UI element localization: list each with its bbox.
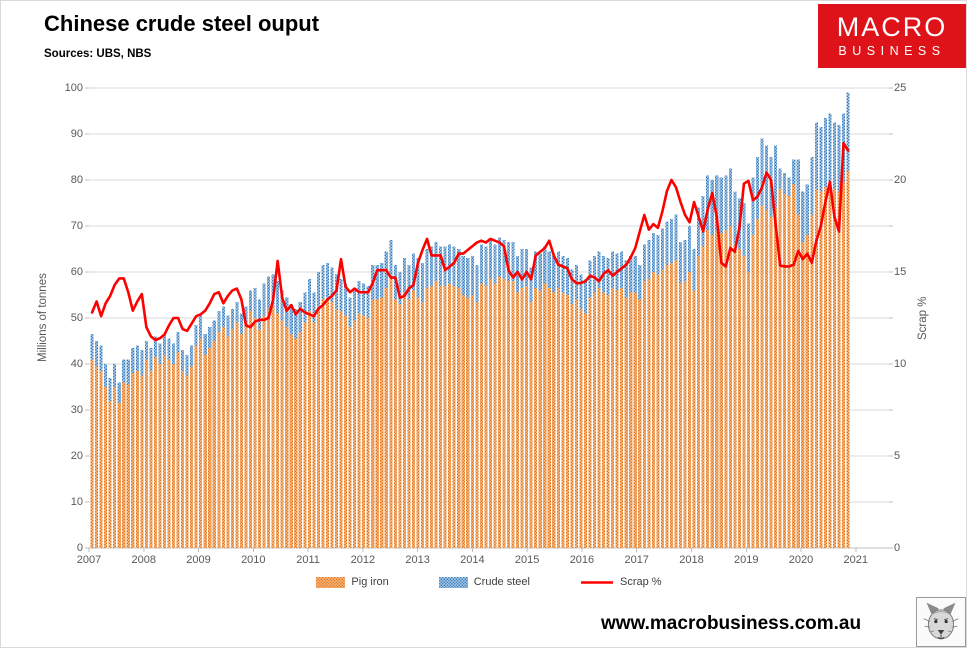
- logo-text-macro: MACRO: [836, 12, 948, 42]
- x-axis-tick-2011: 2011: [296, 554, 320, 566]
- left-axis-tick-0: 0: [76, 541, 83, 554]
- page-title: Chinese crude steel ouput: [44, 11, 320, 36]
- website-url: www.macrobusiness.com.au: [601, 613, 862, 634]
- x-axis-tick-2010: 2010: [241, 554, 266, 566]
- x-axis-tick-2019: 2019: [734, 554, 759, 566]
- left-axis-tick-30: 30: [70, 403, 83, 416]
- x-axis-tick-2020: 2020: [788, 554, 814, 566]
- left-axis-tick-60: 60: [70, 265, 83, 278]
- x-axis-tick-2009: 2009: [186, 554, 211, 566]
- legend-item-scrap: Scrap %: [580, 576, 662, 588]
- x-axis-tick-2008: 2008: [131, 554, 156, 566]
- scrap-line-swatch-icon: [580, 580, 613, 584]
- wolf-logo-icon: [923, 602, 959, 640]
- left-axis-tick-80: 80: [70, 173, 83, 186]
- chart-legend: Pig iron Crude steel Scrap %: [89, 576, 889, 588]
- pig-iron-swatch-icon: [316, 576, 346, 588]
- chart-sources-subtitle: Sources: UBS, NBS: [44, 48, 152, 60]
- right-axis-tick-20: 20: [894, 173, 907, 186]
- legend-item-crude-steel: Crude steel: [438, 576, 530, 588]
- left-axis-tick-40: 40: [70, 357, 83, 370]
- left-axis-tick-50: 50: [70, 311, 83, 324]
- right-axis-tick-15: 15: [894, 265, 907, 278]
- right-axis-tick-0: 0: [894, 541, 901, 554]
- left-axis-tick-20: 20: [70, 449, 83, 462]
- x-axis-tick-2017: 2017: [624, 554, 649, 566]
- right-axis-tick-5: 5: [894, 449, 901, 462]
- x-axis-tick-2021: 2021: [843, 554, 869, 566]
- x-axis-tick-2013: 2013: [405, 554, 430, 566]
- legend-label-scrap: Scrap %: [619, 576, 662, 588]
- logo-text-business: BUSINESS: [838, 44, 946, 58]
- legend-label-crude-steel: Crude steel: [473, 576, 530, 588]
- legend-label-pig-iron: Pig iron: [351, 576, 389, 588]
- left-axis-tick-10: 10: [70, 495, 83, 508]
- right-axis-tick-10: 10: [894, 357, 907, 370]
- x-axis-tick-2015: 2015: [514, 554, 540, 566]
- macrobusiness-logo: MACRO BUSINESS: [818, 4, 966, 68]
- legend-item-pig-iron: Pig iron: [316, 576, 389, 588]
- x-axis-tick-2012: 2012: [350, 554, 376, 566]
- x-axis-tick-2018: 2018: [679, 554, 704, 566]
- left-axis-tick-100: 100: [64, 81, 83, 94]
- right-axis-tick-25: 25: [894, 81, 907, 94]
- wolf-logo-box: [916, 597, 966, 647]
- x-axis-tick-2014: 2014: [460, 554, 485, 566]
- chart-plot-area: [85, 87, 893, 552]
- x-axis-tick-2007: 2007: [76, 554, 102, 566]
- left-axis-tick-70: 70: [70, 219, 83, 232]
- right-axis-title: Scrap %: [917, 296, 929, 340]
- x-axis-tick-2016: 2016: [569, 554, 595, 566]
- left-axis-tick-90: 90: [70, 127, 83, 140]
- crude-steel-swatch-icon: [438, 576, 468, 588]
